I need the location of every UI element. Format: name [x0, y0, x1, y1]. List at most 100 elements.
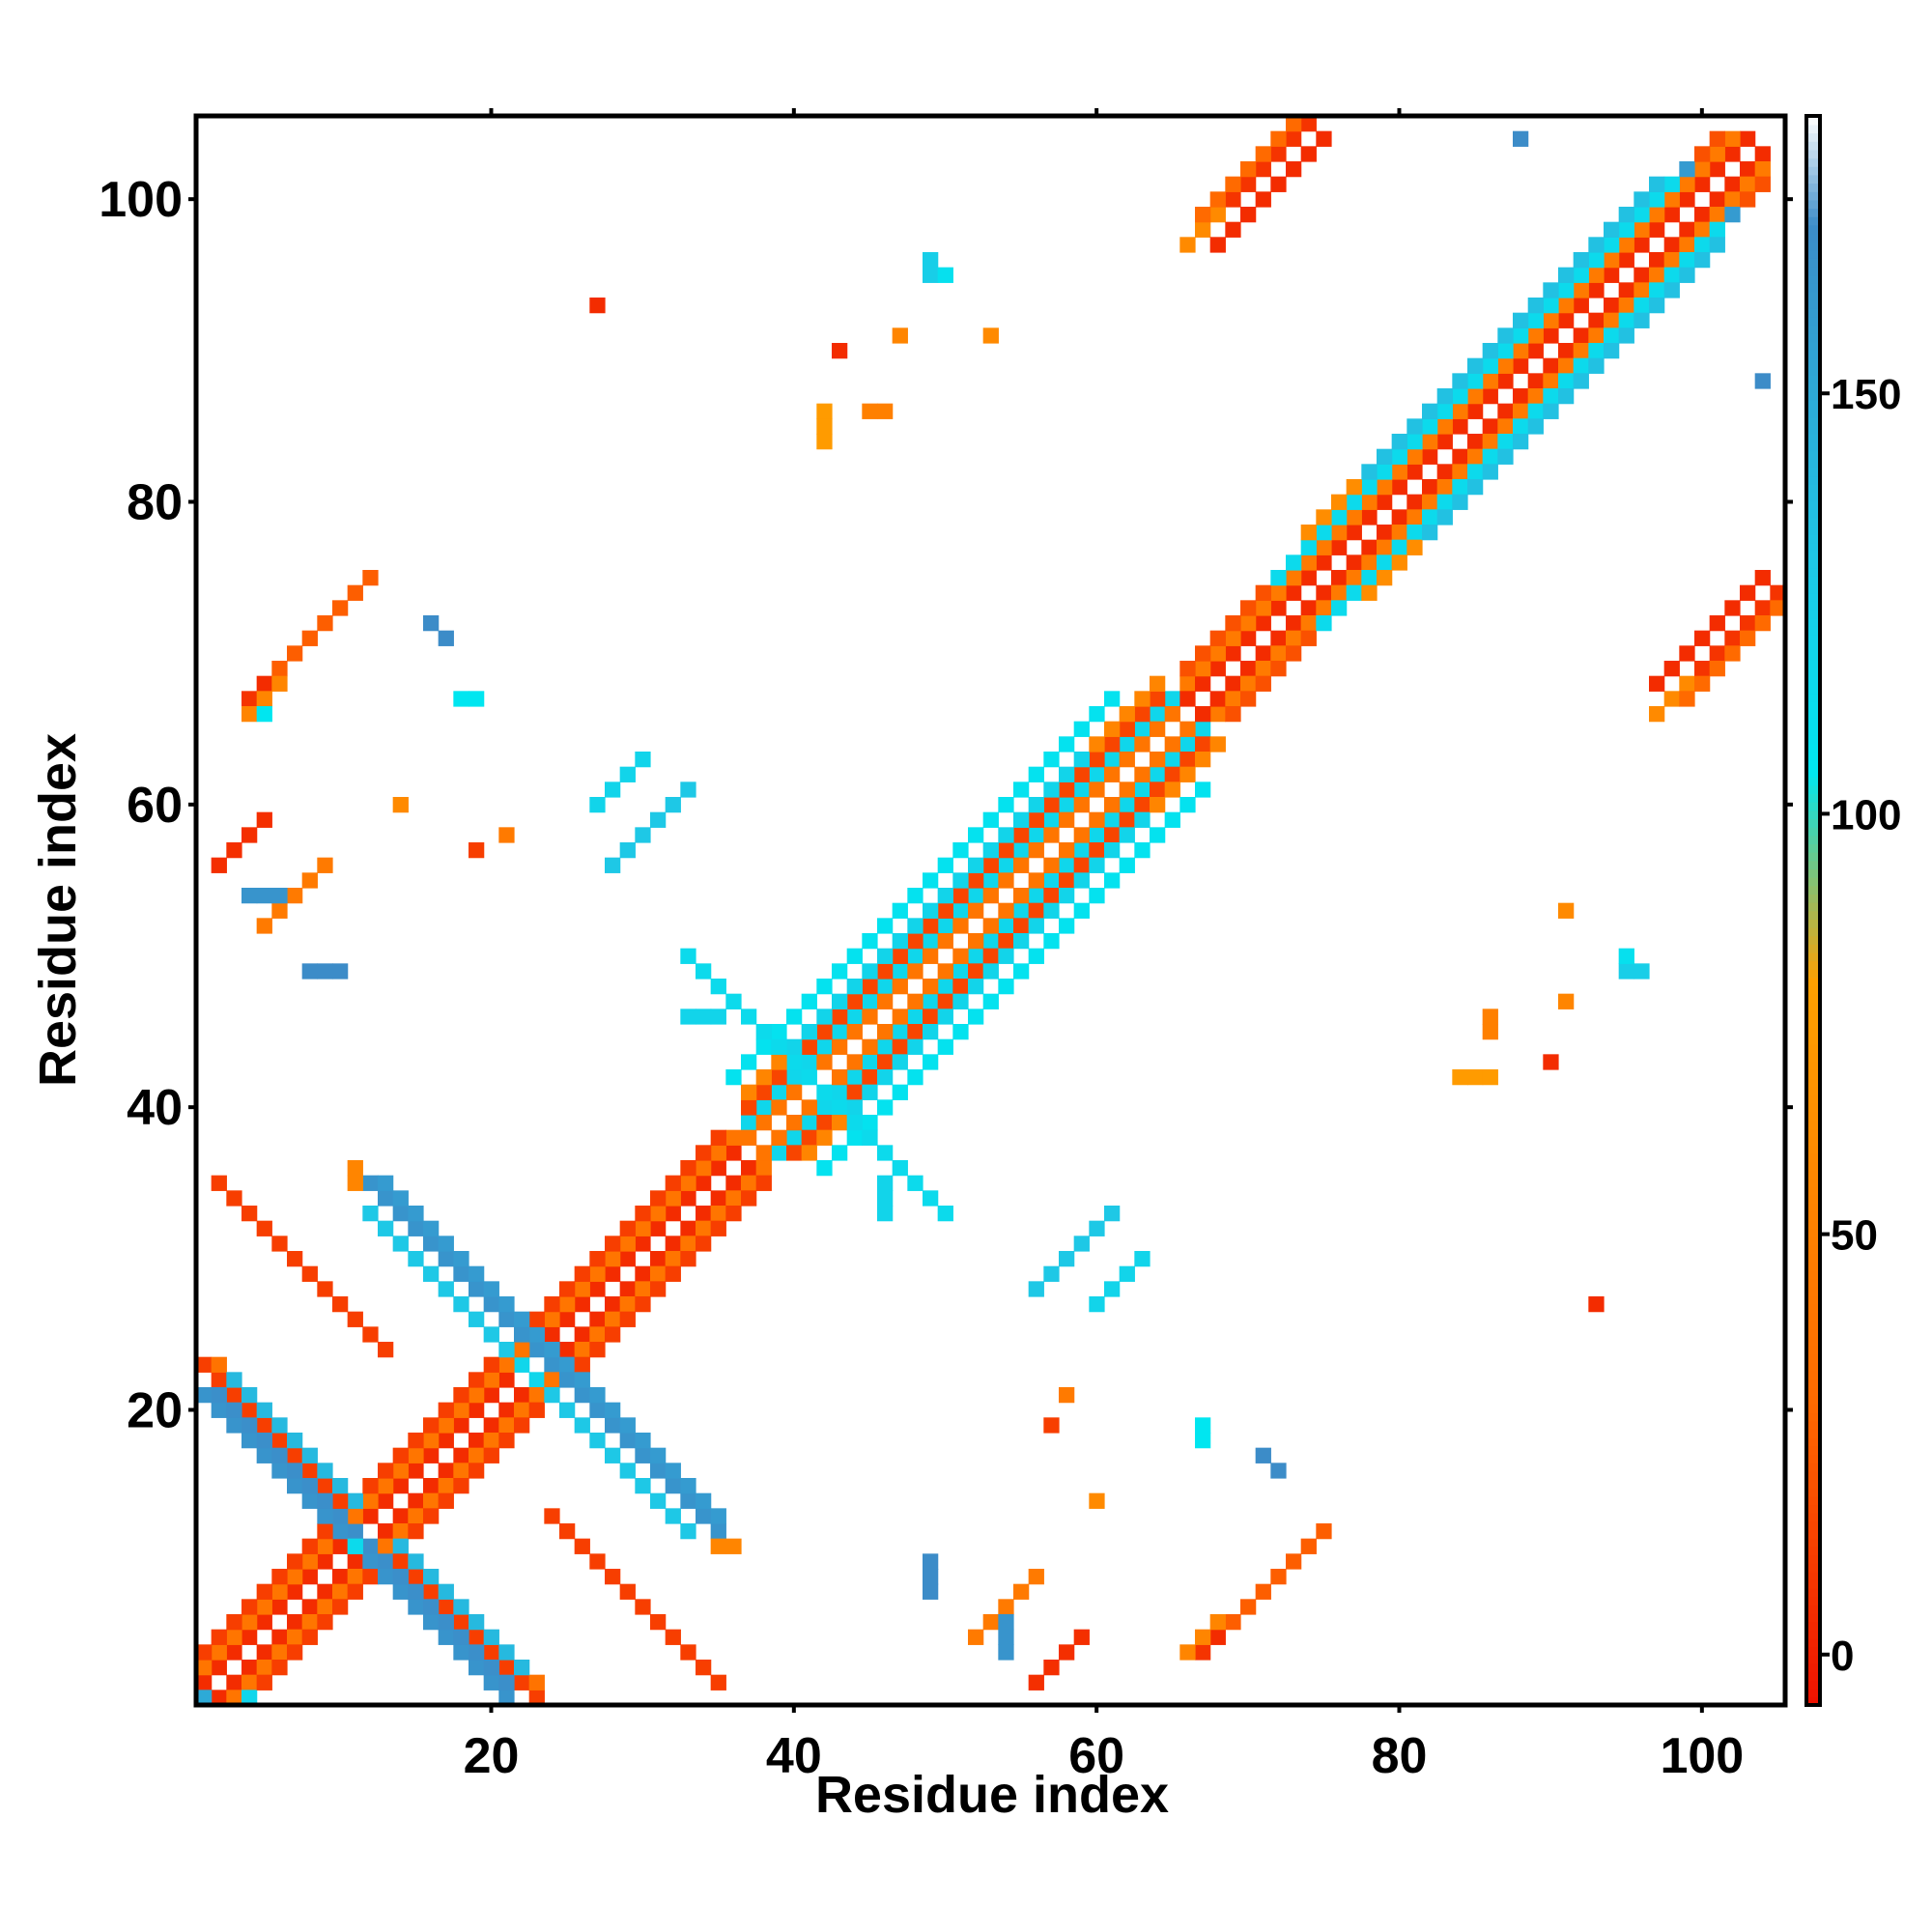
- heatmap-cell: [1028, 827, 1044, 843]
- heatmap-cell: [650, 1614, 667, 1631]
- colorbar-segment: [1808, 1269, 1818, 1280]
- heatmap-cell: [968, 933, 984, 950]
- heatmap-cell: [1663, 661, 1680, 677]
- heatmap-cell: [423, 1478, 440, 1494]
- heatmap-cell: [982, 327, 999, 344]
- heatmap-cell: [1150, 766, 1166, 782]
- heatmap-cell: [907, 993, 923, 1009]
- heatmap-cell: [544, 1296, 560, 1313]
- colorbar-tick-label: 50: [1831, 1212, 1878, 1260]
- heatmap-cell: [1709, 645, 1725, 662]
- heatmap-cell: [528, 1387, 545, 1404]
- heatmap-cell: [469, 1372, 485, 1388]
- heatmap-cell: [1588, 312, 1605, 328]
- heatmap-cell: [1270, 146, 1287, 162]
- heatmap-cell: [226, 1690, 242, 1706]
- heatmap-cell: [650, 1265, 667, 1282]
- heatmap-cell: [1361, 554, 1378, 571]
- heatmap-cell: [423, 1236, 440, 1252]
- heatmap-cell: [680, 1236, 696, 1252]
- heatmap-cell: [1286, 554, 1302, 571]
- heatmap-cell: [1679, 237, 1695, 253]
- heatmap-cell: [1513, 357, 1529, 374]
- heatmap-cell: [665, 1478, 681, 1494]
- heatmap-cell: [952, 902, 969, 919]
- colorbar-segment: [1808, 149, 1818, 159]
- heatmap-cell: [998, 933, 1014, 950]
- heatmap-cell: [877, 1175, 894, 1191]
- heatmap-cell: [211, 1690, 227, 1706]
- heatmap-cell: [438, 1402, 454, 1418]
- y-tick-label: 60: [127, 778, 183, 834]
- heatmap-cell: [741, 1099, 757, 1116]
- heatmap-cell: [1634, 221, 1650, 238]
- heatmap-cell: [1119, 752, 1135, 768]
- heatmap-cell: [741, 1129, 757, 1146]
- heatmap-cell: [1679, 161, 1695, 178]
- heatmap-cell: [1013, 827, 1030, 843]
- colorbar-segment: [1808, 1662, 1818, 1673]
- heatmap-cell: [408, 1447, 424, 1463]
- heatmap-cell: [755, 1099, 772, 1116]
- heatmap-cell: [1104, 1281, 1121, 1297]
- heatmap-cell: [1270, 630, 1287, 646]
- heatmap-cell: [226, 1644, 242, 1661]
- heatmap-cell: [362, 1538, 379, 1554]
- heatmap-cell: [846, 1069, 863, 1086]
- colorbar-segment: [1808, 384, 1818, 393]
- heatmap-cell: [287, 1251, 303, 1267]
- colorbar-segment: [1808, 558, 1818, 569]
- heatmap-cell: [1179, 721, 1196, 737]
- heatmap-cell: [1134, 706, 1151, 723]
- heatmap-cell: [1558, 902, 1575, 919]
- heatmap-cell: [1634, 963, 1650, 980]
- heatmap-cell: [1527, 298, 1544, 314]
- heatmap-cell: [1543, 1054, 1559, 1070]
- heatmap-cell: [1104, 691, 1121, 707]
- colorbar-segment: [1808, 1596, 1818, 1605]
- heatmap-cell: [907, 1175, 923, 1191]
- heatmap-cell: [1482, 1024, 1498, 1040]
- heatmap-cell: [574, 1281, 590, 1297]
- heatmap-cell: [1225, 645, 1241, 662]
- heatmap-cell: [483, 1660, 499, 1676]
- colorbar-segment: [1808, 1144, 1818, 1154]
- heatmap-cell: [892, 948, 908, 964]
- heatmap-cell: [256, 1583, 272, 1600]
- heatmap-cell: [1089, 1296, 1105, 1313]
- heatmap-cell: [923, 948, 939, 964]
- heatmap-cell: [892, 1024, 908, 1040]
- heatmap-cell: [271, 1463, 288, 1479]
- colorbar-segment: [1808, 1680, 1818, 1690]
- colorbar-segment: [1808, 1169, 1818, 1179]
- heatmap-cell: [483, 1417, 499, 1434]
- heatmap-cell: [211, 1356, 227, 1373]
- heatmap-cell: [1179, 736, 1196, 753]
- heatmap-cell: [1497, 373, 1514, 389]
- colorbar-segment: [1808, 183, 1818, 192]
- heatmap-cell: [1013, 811, 1030, 828]
- heatmap-cell: [1588, 1296, 1605, 1313]
- heatmap-cell: [1391, 525, 1407, 541]
- heatmap-cell: [347, 1492, 363, 1509]
- heatmap-cell: [1119, 857, 1135, 873]
- colorbar-segment: [1808, 208, 1818, 217]
- heatmap-cell: [710, 979, 726, 995]
- heatmap-cell: [453, 1614, 469, 1631]
- heatmap-cell: [755, 1160, 772, 1177]
- colorbar-segment: [1808, 793, 1818, 803]
- heatmap-cell: [514, 1660, 530, 1676]
- heatmap-cell: [1436, 509, 1453, 526]
- heatmap-cell: [892, 1038, 908, 1055]
- heatmap-cell: [1150, 675, 1166, 692]
- heatmap-cell: [332, 1296, 349, 1313]
- heatmap-cell: [1724, 130, 1741, 147]
- colorbar-segment: [1808, 952, 1818, 962]
- heatmap-cell: [1286, 615, 1302, 632]
- heatmap-cell: [1331, 539, 1348, 555]
- heatmap-cell: [483, 1629, 499, 1645]
- heatmap-cell: [1588, 237, 1605, 253]
- colorbar-segment: [1808, 1646, 1818, 1656]
- heatmap-cell: [1150, 797, 1166, 813]
- heatmap-cell: [469, 1433, 485, 1449]
